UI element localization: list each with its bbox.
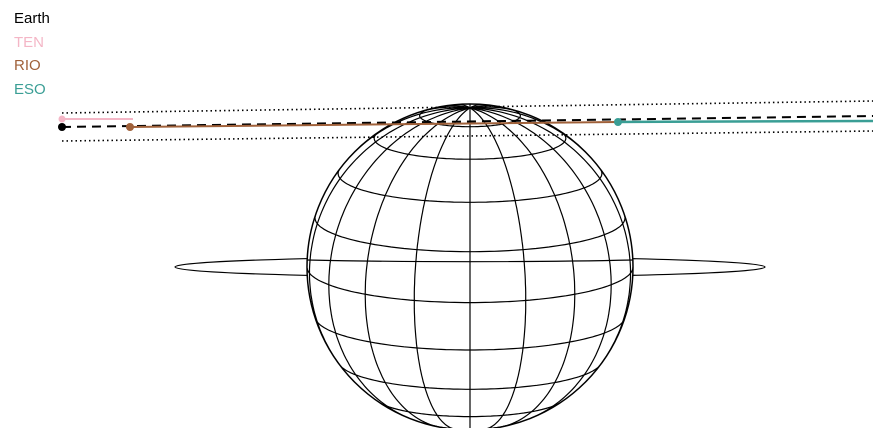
upper-bound-line [61,100,873,114]
earth-line [61,115,873,128]
eso-point [614,118,622,126]
parallel-line [314,215,626,253]
legend: Earth TEN RIO ESO [14,7,50,101]
rio-point [126,123,134,131]
meridian-line [364,107,471,428]
parallel-line [373,132,567,160]
lower-bound-line [61,130,873,142]
legend-item-eso: ESO [14,80,46,98]
meridian-line [469,107,576,428]
rio-line [129,121,619,128]
legend-item-earth: Earth [14,10,50,27]
meridian-line [469,107,612,419]
parallel-line [337,168,603,203]
globe-outline [306,103,634,428]
meridian-line [469,107,527,428]
parallel-line [307,266,633,304]
parallel-line [315,319,625,351]
parallel-line [340,365,600,390]
legend-item-rio: RIO [14,57,41,74]
earth-point [58,123,66,131]
legend-item-ten: TEN [14,33,44,51]
meridian-line [308,107,471,370]
eso-line [617,119,873,124]
meridian-line [328,107,471,419]
parallel-line [378,401,562,418]
ten-point [58,115,66,123]
ring-front [306,259,634,263]
meridian-line [413,107,471,428]
